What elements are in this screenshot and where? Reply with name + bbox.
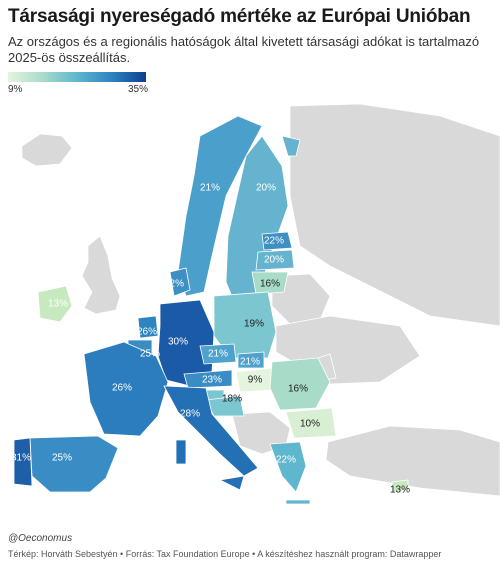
label-france: 26% (112, 383, 132, 394)
romania-shape (269, 357, 331, 411)
label-ireland: 13% (48, 299, 68, 310)
portugal-shape (13, 437, 33, 487)
denmark-shape (169, 267, 191, 297)
spain-shape (29, 435, 119, 493)
latvia-shape (255, 249, 295, 271)
label-latvia: 20% (264, 255, 284, 266)
austria-shape (183, 369, 233, 389)
france-shape (83, 341, 169, 437)
legend-min-label: 9% (8, 84, 23, 95)
label-portugal: 31% (11, 453, 31, 464)
label-croatia: 18% (222, 394, 242, 405)
lithuania-shape (251, 271, 289, 295)
russia-shape (289, 103, 500, 327)
label-poland: 19% (244, 319, 264, 330)
iceland-shape (21, 133, 73, 167)
poland-shape (213, 291, 277, 359)
label-italy: 28% (180, 409, 200, 420)
color-legend: 9% 35% (8, 72, 148, 95)
map-title: Társasági nyereségadó mértéke az Európai… (8, 6, 471, 27)
netherlands-shape (137, 315, 159, 339)
author-credit: @Oeconomus (8, 533, 73, 544)
turkey-shape (325, 425, 500, 497)
label-netherlands: 26% (137, 327, 157, 338)
label-hungary: 9% (248, 375, 263, 386)
sardinia-shape (175, 439, 187, 465)
source-note: Térkép: Horváth Sebestyén • Forrás: Tax … (8, 549, 442, 559)
map-subtitle: Az országos és a regionális hatóságok ál… (8, 34, 480, 65)
label-cyprus: 13% (390, 485, 410, 496)
czechia-shape (199, 343, 237, 365)
greece-shape (269, 441, 307, 493)
sicily-shape (218, 475, 245, 491)
italy-shape (163, 385, 259, 477)
label-czechia: 21% (208, 349, 228, 360)
estonia-shape (261, 231, 293, 251)
label-austria: 23% (202, 375, 222, 386)
legend-max-label: 35% (127, 84, 148, 95)
label-greece: 22% (276, 455, 296, 466)
label-denmark: 22% (164, 279, 184, 290)
europe-map: 31% 25% 26% 25% 26% 30% 22% 13% 21% 20% … (0, 96, 500, 506)
slovakia-shape (237, 351, 265, 369)
label-germany: 30% (168, 337, 188, 348)
label-slovakia: 21% (240, 357, 260, 368)
label-belgium: 25% (140, 349, 160, 360)
bulgaria-shape (285, 407, 337, 439)
label-estonia: 22% (264, 236, 284, 247)
label-bulgaria: 10% (300, 419, 320, 430)
label-spain: 25% (52, 453, 72, 464)
label-sweden: 20% (256, 183, 276, 194)
label-romania: 16% (288, 384, 308, 395)
crete-shape (285, 499, 311, 505)
label-norway: 21% (200, 183, 220, 194)
norway-shape (177, 115, 263, 297)
ireland-shape (37, 285, 73, 323)
legend-gradient (8, 72, 146, 82)
great-britain-shape (81, 235, 121, 315)
label-lithuania: 16% (260, 279, 280, 290)
cyprus-shape (391, 479, 409, 493)
finland-shape (281, 135, 301, 157)
